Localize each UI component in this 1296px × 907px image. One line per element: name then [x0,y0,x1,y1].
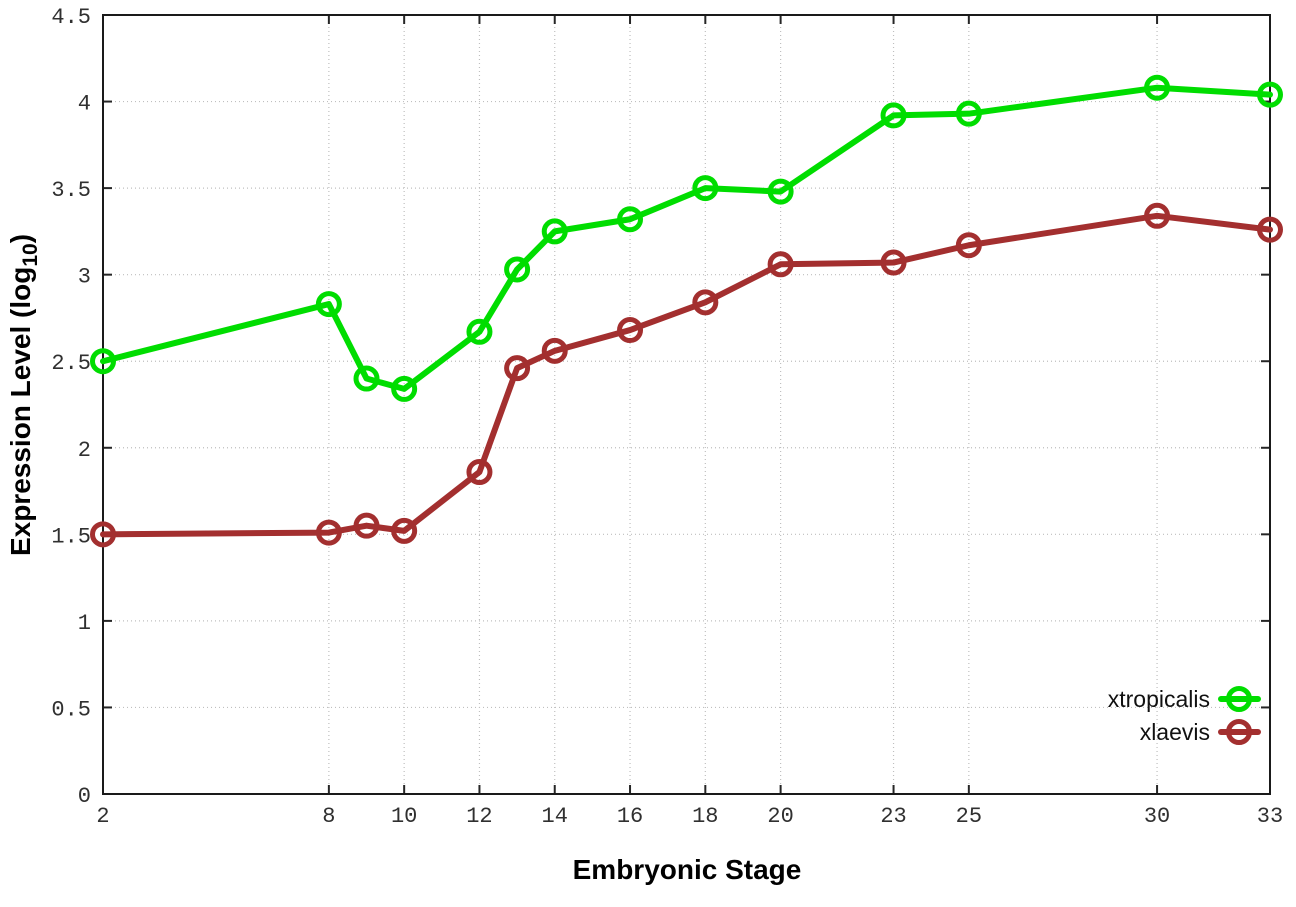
x-tick-label: 20 [767,804,793,829]
series-xlaevis-marker [1257,216,1283,243]
series-xtropicalis-marker [1144,74,1171,101]
y-tick-label: 0 [78,784,91,809]
series-xlaevis-marker [692,289,719,316]
series-xlaevis-marker [617,317,644,344]
y-axis-title-close: ) [5,234,36,243]
series-xtropicalis-marker [353,365,380,392]
series-xlaevis-marker [466,459,493,486]
series-xtropicalis-marker [955,100,982,127]
x-tick-label: 18 [692,804,718,829]
series-xlaevis-marker [90,521,116,548]
y-axis-title: Expression Level (log10) [5,234,42,556]
axis-ticks [102,14,1271,795]
gridlines [103,15,1270,794]
y-axis-title-subscript: 10 [19,243,42,266]
y-tick-label: 1 [78,611,91,636]
series-xtropicalis-marker [617,206,644,233]
y-tick-label: 4.5 [51,5,91,30]
series-xlaevis-marker [391,517,418,544]
series-xtropicalis-marker [692,175,719,202]
series-xtropicalis-marker [504,256,531,283]
series-xtropicalis-marker [541,218,568,245]
series-xtropicalis-line [100,84,1273,392]
series-xlaevis-marker [767,251,794,278]
series-xlaevis-marker [353,512,380,539]
x-tick-label: 2 [96,804,109,829]
x-tick-label: 30 [1144,804,1170,829]
series-xtropicalis-marker [1257,81,1283,108]
series-xtropicalis-marker [466,318,493,345]
y-axis-title-main: Expression Level (log [5,267,36,556]
y-tick-labels: 0 0.5 1 1.5 2 2.5 3 3.5 4 4.5 [51,5,91,809]
legend-label-xtropicalis: xtropicalis [1108,686,1210,712]
plot-border [102,14,1271,795]
x-tick-label: 12 [466,804,492,829]
x-tick-label: 23 [880,804,906,829]
y-tick-label: 3 [78,265,91,290]
legend-label-xlaevis: xlaevis [1140,719,1210,745]
y-tick-label: 2.5 [51,351,91,376]
series-xtropicalis-marker [391,375,418,402]
x-tick-labels: 2 8 10 12 14 16 18 20 23 25 30 33 [96,804,1283,829]
x-tick-label: 25 [956,804,982,829]
x-tick-label: 33 [1257,804,1283,829]
legend-marker-xtropicalis [1226,686,1252,712]
series-xlaevis-line [100,212,1273,538]
series-layer [90,74,1283,548]
series-xlaevis-marker [880,249,907,276]
series-xtropicalis-marker [767,178,794,205]
series-xtropicalis-marker [90,348,116,375]
series-xlaevis-marker [955,232,982,259]
y-tick-label: 0.5 [51,697,91,722]
series-xlaevis-marker [315,519,342,546]
x-tick-label: 14 [542,804,568,829]
y-tick-label: 3.5 [51,178,91,203]
series-xtropicalis-marker [315,291,342,318]
x-tick-label: 8 [322,804,335,829]
series-xlaevis-marker [504,355,531,382]
series-xlaevis-marker [541,337,568,364]
x-axis-title: Embryonic Stage [573,854,802,885]
x-tick-label: 16 [617,804,643,829]
y-tick-label: 2 [78,438,91,463]
legend: xtropicalis xlaevis [1108,686,1261,745]
series-xtropicalis-marker [880,102,907,129]
y-tick-label: 1.5 [51,524,91,549]
y-tick-label: 4 [78,92,91,117]
series-xlaevis-marker [1144,202,1171,229]
legend-marker-xlaevis [1226,719,1252,745]
x-tick-label: 10 [391,804,417,829]
